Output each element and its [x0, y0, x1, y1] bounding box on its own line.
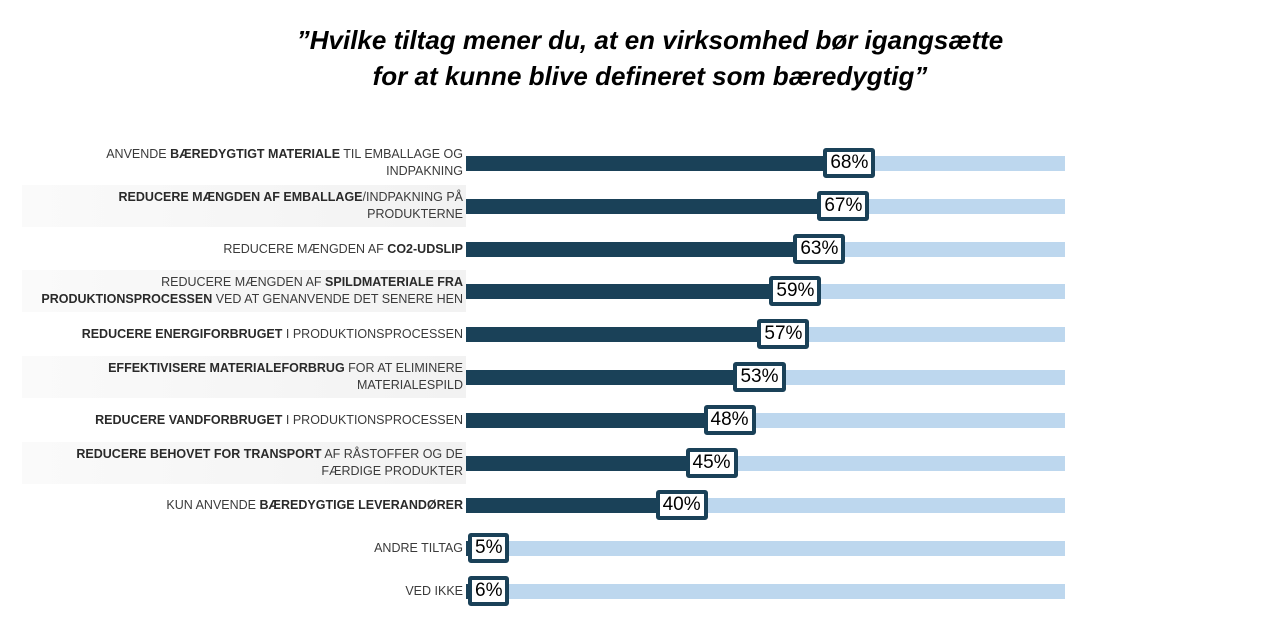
data-label: 59% [769, 276, 822, 306]
data-label: 68% [823, 148, 876, 178]
data-label: 63% [793, 234, 846, 264]
bar [466, 498, 706, 513]
category-label: REDUCERE MÆNGDEN AF CO2-UDSLIP [223, 242, 463, 256]
category-label: EFFEKTIVISERE MATERIALEFORBRUG FOR AT EL… [108, 361, 463, 392]
bar [466, 156, 874, 171]
chart-title: ”Hvilke tiltag mener du, at en virksomhe… [250, 22, 1050, 94]
data-label: 5% [468, 533, 510, 563]
bar-track [466, 584, 1065, 599]
row-background [22, 356, 466, 398]
data-label: 67% [817, 191, 870, 221]
row-background [22, 442, 466, 484]
category-label: ANVENDE BÆREDYGTIGT MATERIALE TIL EMBALL… [106, 147, 463, 178]
category-label: REDUCERE BEHOVET FOR TRANSPORT AF RÅSTOF… [76, 447, 463, 478]
data-label: 45% [685, 448, 738, 478]
data-label: 40% [655, 490, 708, 520]
bar [466, 242, 844, 257]
chart-title-line-2: for at kunne blive defineret som bæredyg… [372, 61, 928, 91]
bar [466, 413, 754, 428]
category-label: ANDRE TILTAG [374, 541, 463, 555]
category-label: REDUCERE ENERGIFORBRUGET I PRODUKTIONSPR… [81, 327, 463, 341]
bar [466, 327, 808, 342]
data-label: 53% [733, 362, 786, 392]
row-background [22, 185, 466, 227]
category-label: KUN ANVENDE BÆREDYGTIGE LEVERANDØRER [166, 498, 463, 512]
data-label: 6% [468, 576, 510, 606]
category-label: REDUCERE MÆNGDEN AF EMBALLAGE/INDPAKNING… [118, 190, 463, 221]
bar [466, 370, 784, 385]
chart-title-line-1: ”Hvilke tiltag mener du, at en virksomhe… [296, 25, 1004, 55]
bar [466, 199, 868, 214]
category-label: REDUCERE MÆNGDEN AF SPILDMATERIALE FRA PR… [41, 275, 463, 306]
data-label: 48% [703, 405, 756, 435]
bar [466, 456, 736, 471]
category-label: VED IKKE [405, 584, 463, 598]
row-background [22, 270, 466, 312]
data-label: 57% [757, 319, 810, 349]
category-label: REDUCERE VANDFORBRUGET I PRODUKTIONSPROC… [95, 413, 463, 427]
bar [466, 284, 820, 299]
bar-track [466, 541, 1065, 556]
